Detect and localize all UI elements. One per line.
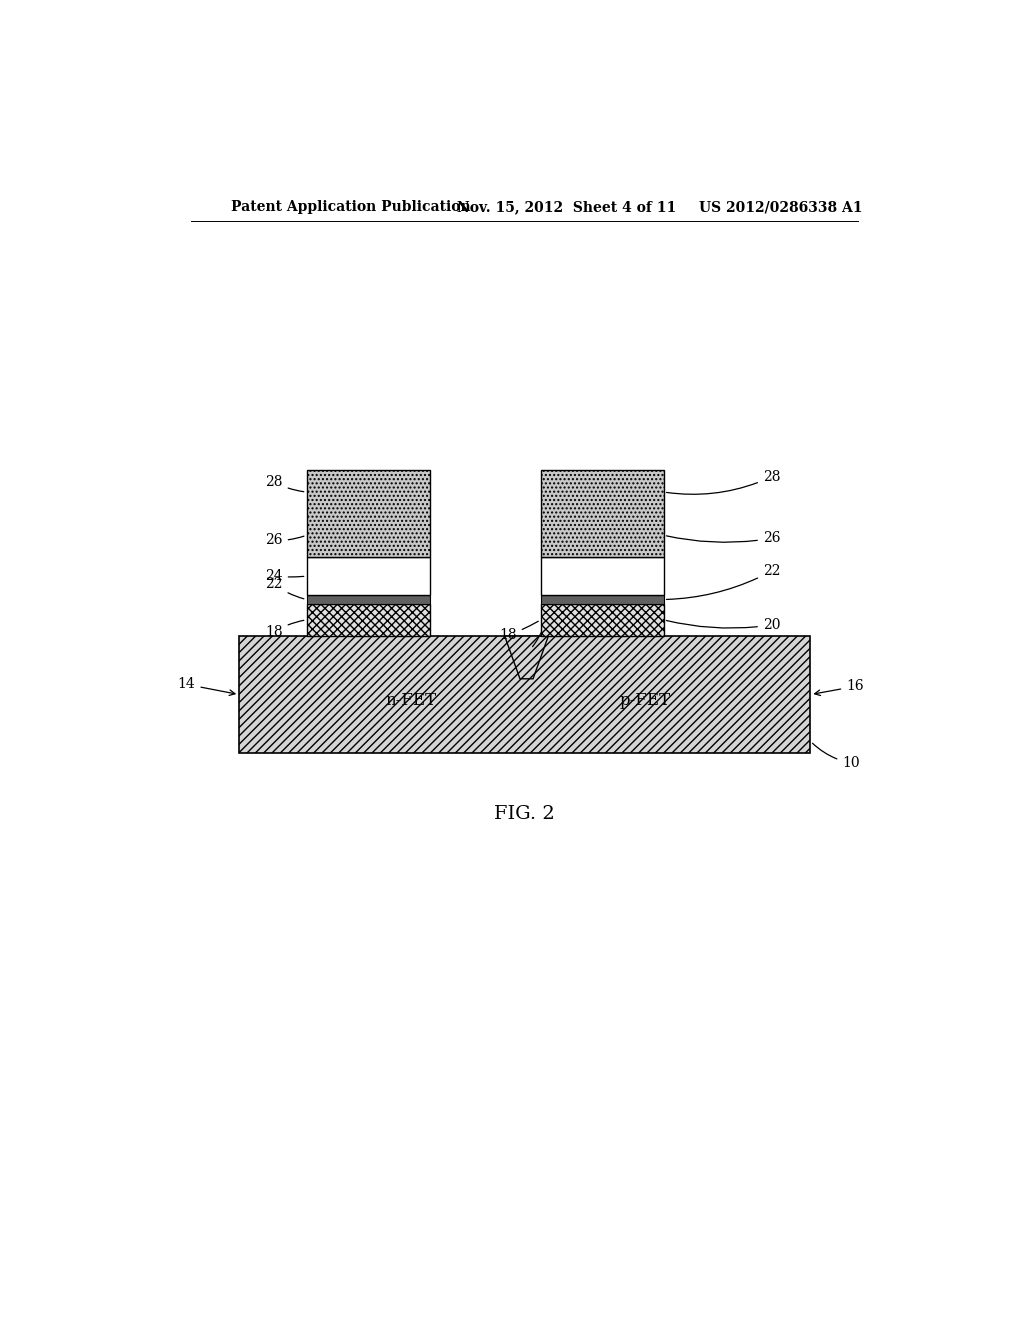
Bar xyxy=(541,470,664,557)
Text: FIG. 2: FIG. 2 xyxy=(495,805,555,822)
Text: 24: 24 xyxy=(265,569,304,583)
Text: 16: 16 xyxy=(815,680,864,696)
Polygon shape xyxy=(505,636,548,678)
Bar xyxy=(240,636,811,752)
Text: Nov. 15, 2012  Sheet 4 of 11: Nov. 15, 2012 Sheet 4 of 11 xyxy=(458,201,677,214)
Bar xyxy=(541,557,664,595)
Text: Patent Application Publication: Patent Application Publication xyxy=(231,201,471,214)
Text: 18: 18 xyxy=(265,620,304,639)
Bar xyxy=(541,603,664,636)
Bar xyxy=(306,470,430,557)
Text: 18: 18 xyxy=(500,622,539,642)
Text: 22: 22 xyxy=(265,577,304,599)
Text: n-FET: n-FET xyxy=(385,692,436,709)
Text: 28: 28 xyxy=(265,475,304,491)
Text: 28: 28 xyxy=(667,470,780,494)
Text: 20: 20 xyxy=(667,618,780,632)
Text: 14: 14 xyxy=(178,677,236,696)
Text: 26: 26 xyxy=(667,531,780,545)
Text: 22: 22 xyxy=(667,564,780,599)
Bar xyxy=(306,557,430,595)
Text: 10: 10 xyxy=(812,743,860,770)
Bar xyxy=(306,595,430,603)
Bar xyxy=(306,603,430,636)
Bar xyxy=(541,595,664,603)
Text: US 2012/0286338 A1: US 2012/0286338 A1 xyxy=(699,201,863,214)
Text: 26: 26 xyxy=(265,533,304,548)
Text: 12: 12 xyxy=(532,601,560,647)
Text: p-FET: p-FET xyxy=(620,692,671,709)
